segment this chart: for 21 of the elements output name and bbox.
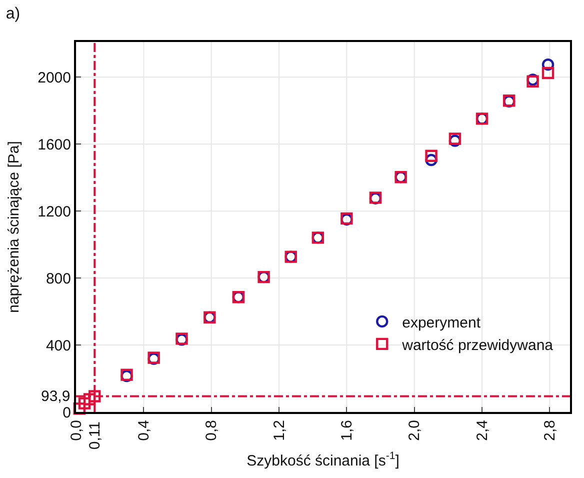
x-tick-label: 1,2 [270,420,288,441]
x-axis-title: Szybkość ścinania [s$^{-1}$] [246,450,400,470]
x-tick-label: 1,6 [338,420,356,441]
ref-line-label: 0,11 [86,422,104,450]
y-tick-label: 0 [62,404,71,422]
y-tick-label: 1200 [38,203,71,220]
y-tick-label: 2000 [38,69,71,86]
legend-label: wartość przewidywana [401,336,554,354]
legend-label: experyment [402,314,482,332]
x-tick-label: 2,8 [542,420,559,441]
x-tick-label: 2,0 [406,420,424,441]
x-tick-label: 0,0 [68,420,85,441]
chart-title: a) [6,5,20,22]
y-tick-label: 1600 [38,136,71,154]
x-tick-label: 0,8 [203,420,220,441]
x-tick-label: 2,4 [474,420,491,441]
y-tick-label: 800 [46,270,71,288]
y-axis-title: naprężenia ścinające [Pa] [5,141,22,313]
x-tick-label: 0,4 [136,420,153,441]
y-tick-label: 400 [46,337,71,354]
ref-line-label: 93,9 [41,388,70,405]
